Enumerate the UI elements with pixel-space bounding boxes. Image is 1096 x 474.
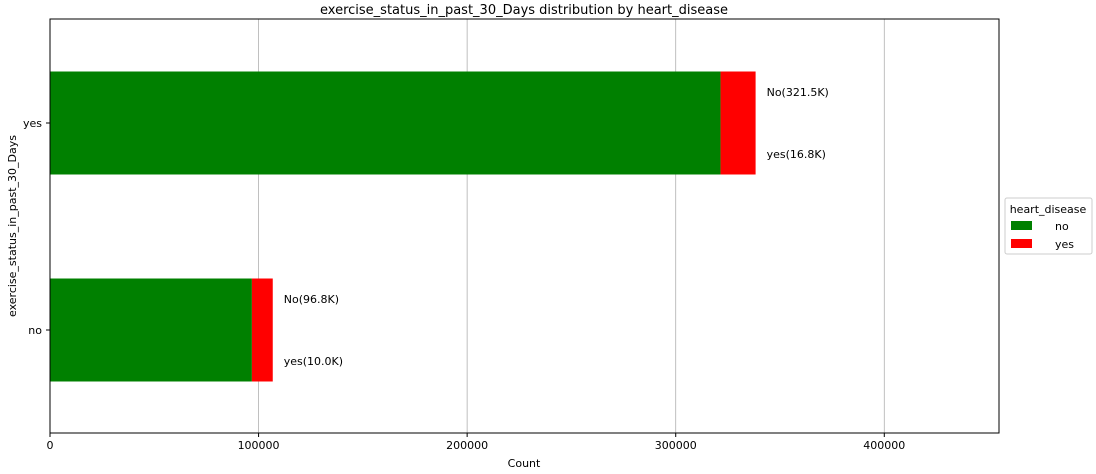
bar-no-yes	[251, 278, 273, 382]
legend-title: heart_disease	[1010, 203, 1087, 216]
y-axis-ticks: yes no	[23, 117, 50, 337]
bar-label-yes-yes: yes(16.8K)	[767, 148, 826, 161]
legend-entries: no yes	[1011, 220, 1074, 251]
legend-label-no: no	[1055, 220, 1069, 233]
bar-label-no-yes: yes(10.0K)	[284, 355, 343, 368]
bars	[50, 71, 756, 382]
x-axis-label: Count	[508, 457, 541, 470]
y-tick-label: no	[28, 324, 42, 337]
x-tick-label: 0	[47, 439, 54, 452]
bar-label-no-no: No(96.8K)	[284, 293, 339, 306]
bar-yes-yes	[720, 71, 756, 175]
bar-labels: No(321.5K) yes(16.8K) No(96.8K) yes(10.0K)	[284, 86, 829, 368]
y-tick-label: yes	[23, 117, 42, 130]
x-tick-label: 400000	[863, 439, 905, 452]
y-axis-label: exercise_status_in_past_30_Days	[6, 135, 19, 317]
plot-frame	[49, 18, 1000, 434]
x-tick-label: 100000	[238, 439, 280, 452]
legend-label-yes: yes	[1055, 238, 1074, 251]
bar-no-no	[50, 278, 252, 382]
chart-title: exercise_status_in_past_30_Days distribu…	[320, 3, 728, 18]
bar-yes-no	[50, 71, 721, 175]
x-tick-label: 300000	[655, 439, 697, 452]
x-axis-ticks: 0 100000 200000 300000 400000	[47, 433, 905, 452]
bar-label-yes-no: No(321.5K)	[767, 86, 829, 99]
x-tick-label: 200000	[446, 439, 488, 452]
legend-swatch-yes	[1011, 239, 1032, 248]
legend: heart_disease no yes	[1004, 197, 1093, 255]
legend-swatch-no	[1011, 221, 1032, 230]
